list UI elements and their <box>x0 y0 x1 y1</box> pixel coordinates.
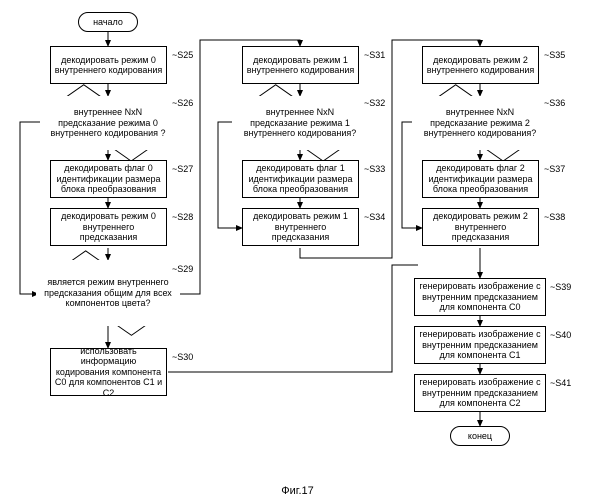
node-s27: декодировать флаг 0 идентификации размер… <box>50 160 167 198</box>
node-start: начало <box>78 12 138 32</box>
s37-text: декодировать флаг 2 идентификации размер… <box>426 163 535 194</box>
label-s38: ~S38 <box>544 212 565 222</box>
s32-text: внутреннее NxN предсказание режима 1 вну… <box>232 107 368 138</box>
s26-text: внутреннее NxN предсказание режима 0 вну… <box>40 107 176 138</box>
label-s39: ~S39 <box>550 282 571 292</box>
label-s37: ~S37 <box>544 164 565 174</box>
node-s37: декодировать флаг 2 идентификации размер… <box>422 160 539 198</box>
s40-text: генерировать изображение с внутренним пр… <box>418 329 542 360</box>
label-s41: ~S41 <box>550 378 571 388</box>
node-s41: генерировать изображение с внутренним пр… <box>414 374 546 412</box>
start-label: начало <box>93 17 123 27</box>
node-s30: использовать информацию кодирования комп… <box>50 348 167 396</box>
s34-text: декодировать режим 1 внутреннего предска… <box>246 211 355 242</box>
s33-text: декодировать флаг 1 идентификации размер… <box>246 163 355 194</box>
node-s33: декодировать флаг 1 идентификации размер… <box>242 160 359 198</box>
s38-text: декодировать режим 2 внутреннего предска… <box>426 211 535 242</box>
label-s29: ~S29 <box>172 264 193 274</box>
node-s25: декодировать режим 0 внутреннего кодиров… <box>50 46 167 84</box>
label-s25: ~S25 <box>172 50 193 60</box>
end-label: конец <box>468 431 492 441</box>
s36-text: внутреннее NxN предсказание режима 2 вну… <box>412 107 548 138</box>
node-s40: генерировать изображение с внутренним пр… <box>414 326 546 364</box>
node-s31: декодировать режим 1 внутреннего кодиров… <box>242 46 359 84</box>
node-end: конец <box>450 426 510 446</box>
node-s28: декодировать режим 0 внутреннего предска… <box>50 208 167 246</box>
node-s34: декодировать режим 1 внутреннего предска… <box>242 208 359 246</box>
node-s32: внутреннее NxN предсказание режима 1 вну… <box>232 96 368 150</box>
s31-text: декодировать режим 1 внутреннего кодиров… <box>246 55 355 76</box>
node-s39: генерировать изображение с внутренним пр… <box>414 278 546 316</box>
node-s26: внутреннее NxN предсказание режима 0 вну… <box>40 96 176 150</box>
label-s27: ~S27 <box>172 164 193 174</box>
node-s35: декодировать режим 2 внутреннего кодиров… <box>422 46 539 84</box>
s28-text: декодировать режим 0 внутреннего предска… <box>54 211 163 242</box>
label-s33: ~S33 <box>364 164 385 174</box>
label-s40: ~S40 <box>550 330 571 340</box>
s29-text: является режим внутреннего предсказания … <box>36 277 180 308</box>
label-s31: ~S31 <box>364 50 385 60</box>
label-s35: ~S35 <box>544 50 565 60</box>
node-s36: внутреннее NxN предсказание режима 2 вну… <box>412 96 548 150</box>
node-s29: является режим внутреннего предсказания … <box>36 260 180 326</box>
s27-text: декодировать флаг 0 идентификации размер… <box>54 163 163 194</box>
figure-caption: Фиг.17 <box>0 485 595 497</box>
s25-text: декодировать режим 0 внутреннего кодиров… <box>54 55 163 76</box>
label-s30: ~S30 <box>172 352 193 362</box>
label-s28: ~S28 <box>172 212 193 222</box>
node-s38: декодировать режим 2 внутреннего предска… <box>422 208 539 246</box>
s35-text: декодировать режим 2 внутреннего кодиров… <box>426 55 535 76</box>
label-s34: ~S34 <box>364 212 385 222</box>
s41-text: генерировать изображение с внутренним пр… <box>418 377 542 408</box>
s39-text: генерировать изображение с внутренним пр… <box>418 281 542 312</box>
s30-text: использовать информацию кодирования комп… <box>54 346 163 398</box>
